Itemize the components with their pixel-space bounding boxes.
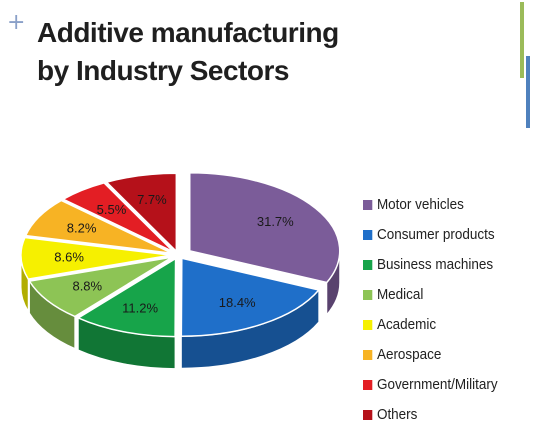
legend-item-7: Others [363,400,498,430]
slide-bullet-plus: + [7,10,26,35]
legend-swatch-1 [363,230,373,240]
chart-legend: Motor vehicles Consumer products Business … [363,190,508,430]
legend-label-5: Aerospace [376,347,442,363]
pie-slice-5 [24,199,173,254]
legend-label-7: Others [376,407,418,423]
pie-slice-0 [188,172,341,284]
legend-swatch-6 [363,380,373,390]
pie-chart: 31.7% 18.4% 11.2% 8.8% 8.6% 8.2%5.5% 7.7% [20,172,341,370]
pie-value-label-3: 8.8% [72,279,102,294]
legend-label-3: Medical [376,287,424,303]
legend-label-4: Academic [376,317,437,333]
pie-value-label-1: 18.4% [219,295,256,310]
legend-item-4: Academic [363,310,498,340]
legend-label-0: Motor vehicles [376,197,464,213]
legend-label-6: Government/Military [376,377,498,393]
legend-swatch-5 [363,350,373,360]
pie-slice-2 [76,257,177,338]
pie-value-label-5: 8.2% [67,221,97,236]
pie-slice-tops [20,172,341,338]
pie-value-labels: 31.7% 18.4% 11.2% 8.8% 8.6% 8.2%5.5% 7.7% [54,192,294,315]
pie-slice-sides [20,250,341,370]
legend-label-2: Business machines [376,257,494,273]
legend-swatch-4 [363,320,373,330]
decorative-accent-bar-blue [526,56,530,128]
pie-slice-4 [20,236,172,280]
legend-swatch-3 [363,290,373,300]
legend-item-3: Medical [363,280,498,310]
legend-item-1: Consumer products [363,220,498,250]
slide-title-line-2: by Industry Sectors [37,55,289,86]
legend-item-2: Business machines [363,250,498,280]
legend-swatch-2 [363,260,373,270]
pie-slice-6 [61,182,175,253]
legend-label-1: Consumer products [376,227,495,243]
pie-value-label-0: 31.7% [257,214,294,229]
pie-value-label-7: 7.7% [137,192,167,207]
legend-item-6: Government/Military [363,370,498,400]
legend-swatch-7 [363,410,373,420]
pie-slice-1 [180,257,321,337]
pie-value-label-4: 8.6% [54,249,84,264]
slide-title: Additive manufacturing by Industry Secto… [37,14,507,90]
legend-item-0: Motor vehicles [363,190,498,220]
pie-value-label-6: 5.5% [97,202,127,217]
decorative-accent-bar-green [520,2,524,78]
slide-title-line-1: Additive manufacturing [37,17,339,48]
pie-slice-7 [105,172,178,254]
pie-value-label-2: 11.2% [122,300,158,315]
legend-item-5: Aerospace [363,340,498,370]
pie-slice-3 [28,256,173,318]
legend-swatch-0 [363,200,373,210]
